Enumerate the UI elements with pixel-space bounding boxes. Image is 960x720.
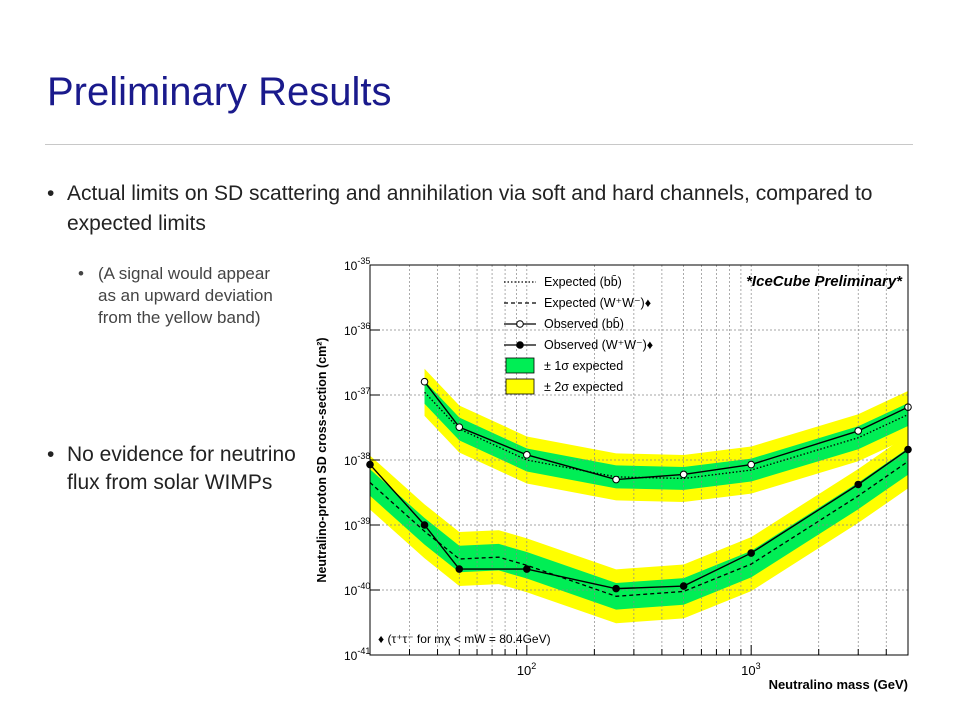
footnote: ♦ (τ⁺τ⁻ for mχ < mW = 80.4GeV) [378, 632, 551, 646]
series-line-2 [424, 391, 909, 480]
y-tick-label: 10-41 [344, 646, 370, 663]
series-line-3 [369, 460, 909, 597]
y-tick-label: 10-39 [344, 516, 370, 533]
bullet-text: No evidence for neutrino flux from solar… [67, 443, 296, 494]
legend-label: Observed (bb̄) [544, 317, 624, 331]
data-point-open [612, 475, 620, 484]
data-point-filled [679, 582, 688, 590]
legend-label: Expected (W⁺W⁻)♦ [544, 296, 651, 310]
page-title: Preliminary Results [47, 70, 392, 114]
band-2sigma-1 [370, 434, 908, 624]
y-axis-label: Neutralino-proton SD cross-section (cm²) [315, 337, 329, 582]
legend-label: Expected (bb̄) [544, 275, 622, 289]
data-point-open [747, 460, 755, 469]
legend-label: Observed (W⁺W⁻)♦ [544, 338, 653, 352]
bullet-actual-limits: • Actual limits on SD scattering and ann… [47, 179, 897, 239]
data-point-filled [854, 480, 863, 489]
data-point-filled [523, 565, 531, 573]
x-tick-label: 103 [741, 661, 760, 678]
data-point-filled [612, 584, 620, 593]
y-tick-label: 10-36 [344, 321, 370, 338]
legend-marker-filled [516, 341, 524, 349]
sub-bullet-signal-note: • (A signal would appear as an upward de… [78, 263, 288, 329]
y-tick-label: 10-38 [344, 451, 370, 468]
data-point-open [854, 427, 863, 435]
chart: 10-35 10-36 10-37 10-38 10-39 10-40 10-41 102 10… [315, 256, 912, 692]
legend-swatch-2sigma [505, 378, 535, 395]
legend-label: ± 1σ expected [544, 359, 623, 373]
bullet-text: Actual limits on SD scattering and annih… [67, 182, 873, 235]
bullet-glyph: • [78, 264, 84, 283]
data-point-filled [455, 565, 464, 573]
data-point-open [455, 423, 464, 431]
preliminary-annotation: *IceCube Preliminary* [746, 273, 903, 290]
band-1sigma-0 [424, 380, 908, 490]
bullet-text: (A signal would appear as an upward devi… [98, 264, 273, 327]
legend-label: ± 2σ expected [544, 380, 623, 394]
series-line-0 [423, 381, 909, 481]
y-tick-label: 10-37 [344, 386, 370, 403]
data-point-filled [420, 521, 429, 529]
data-point-open [679, 470, 688, 479]
bullet-no-evidence: • No evidence for neutrino flux from sol… [47, 441, 297, 497]
bullet-glyph: • [47, 443, 55, 466]
y-tick-label: 10-40 [344, 581, 370, 598]
title-divider [45, 144, 913, 145]
data-point-filled [747, 549, 755, 557]
legend-marker-open [516, 320, 524, 328]
bullet-glyph: • [47, 182, 55, 205]
data-point-open [420, 377, 429, 386]
data-point-open [523, 451, 531, 459]
y-tick-label: 10-35 [344, 256, 370, 273]
x-tick-label: 102 [517, 661, 536, 678]
x-axis-label: Neutralino mass (GeV) [769, 677, 908, 692]
legend-swatch-1sigma [505, 357, 535, 374]
